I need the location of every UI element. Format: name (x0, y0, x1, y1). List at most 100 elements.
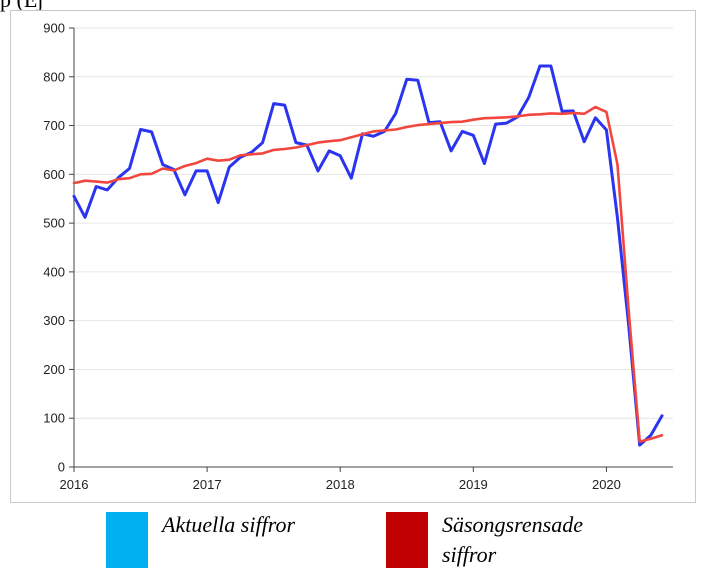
line-chart: 0 100 200 300 400 500 600 700 800 900 2016 2017 2018… (43, 21, 673, 492)
data-point-s0-19 (283, 104, 286, 106)
data-point-s0-17 (261, 141, 264, 144)
tick-label-y-100: 100 (43, 411, 65, 426)
data-point-s1-44 (561, 112, 563, 115)
tick-label-y-200: 200 (43, 362, 65, 377)
data-point-s1-6 (139, 173, 142, 176)
data-point-s1-17 (261, 152, 264, 155)
data-point-s0-6 (139, 128, 142, 131)
tick-label-y-500: 500 (43, 216, 65, 231)
data-point-s0-3 (106, 189, 109, 191)
legend-item-seasonal: Säsongsrensade siffror (386, 508, 686, 568)
data-point-s1-3 (106, 181, 109, 184)
data-point-s0-16 (250, 151, 253, 154)
data-point-s1-51 (638, 440, 641, 443)
data-point-s0-22 (317, 170, 319, 172)
data-point-s1-34 (450, 121, 452, 123)
data-point-s0-45 (572, 110, 575, 112)
data-point-s1-18 (272, 149, 275, 151)
data-point-s0-0 (73, 195, 75, 198)
data-point-s1-43 (550, 112, 552, 115)
data-point-s0-51 (638, 444, 641, 446)
data-point-s1-42 (539, 113, 541, 116)
data-point-s0-34 (450, 150, 452, 152)
data-point-s0-35 (461, 130, 464, 133)
data-point-s1-36 (472, 118, 475, 121)
data-point-s1-31 (416, 124, 419, 126)
tick-label-x-2016: 2016 (60, 477, 89, 492)
tick-label-y-400: 400 (43, 264, 65, 279)
data-point-s0-23 (328, 150, 331, 152)
data-point-s1-53 (661, 434, 663, 437)
tick-label-y-0: 0 (58, 460, 65, 475)
data-point-s0-43 (550, 65, 552, 67)
legend-item-actual: Aktuella siffror (106, 508, 366, 568)
legend: Aktuella siffror Säsongsrensade siffror (0, 508, 705, 568)
data-point-s1-40 (516, 115, 519, 118)
data-point-s1-1 (84, 179, 86, 182)
data-point-s1-10 (184, 165, 186, 167)
series-line-0 (72, 64, 664, 447)
data-point-s1-4 (117, 178, 120, 181)
data-point-s0-12 (206, 170, 209, 172)
tick-label-x-2020: 2020 (592, 477, 621, 492)
data-point-s0-53 (661, 414, 663, 417)
data-point-s1-19 (283, 148, 286, 150)
data-point-s1-41 (527, 113, 530, 116)
data-point-s1-25 (350, 136, 353, 139)
data-point-s0-46 (583, 140, 586, 143)
data-point-s1-21 (306, 144, 308, 147)
data-point-s0-42 (539, 65, 541, 67)
data-point-s0-7 (150, 131, 153, 133)
data-point-s0-48 (605, 129, 608, 131)
series-layer (72, 64, 664, 447)
tick-label-x-2017: 2017 (193, 477, 222, 492)
data-point-s1-0 (73, 182, 75, 185)
data-point-s0-14 (228, 166, 231, 168)
data-point-s1-47 (594, 106, 597, 108)
data-point-s0-8 (161, 163, 164, 166)
data-point-s1-5 (128, 177, 131, 180)
data-point-s0-5 (128, 167, 131, 170)
data-point-s1-24 (339, 139, 342, 142)
data-point-s0-52 (649, 434, 652, 437)
data-point-s1-16 (250, 153, 253, 156)
data-point-s1-45 (572, 112, 575, 114)
data-point-s1-12 (206, 157, 209, 160)
data-point-s1-38 (494, 116, 497, 119)
data-point-s0-31 (416, 79, 419, 82)
data-point-s0-18 (272, 102, 275, 105)
data-point-s1-30 (405, 126, 408, 128)
data-point-s1-8 (161, 167, 164, 170)
legend-swatch-seasonal (386, 512, 428, 568)
tick-label-y-900: 900 (43, 21, 65, 36)
data-point-s1-11 (195, 162, 198, 165)
data-point-s0-27 (372, 135, 375, 138)
data-point-s1-2 (95, 180, 98, 183)
data-point-s1-14 (228, 158, 231, 161)
data-point-s0-38 (494, 123, 497, 125)
data-point-s1-35 (461, 120, 464, 123)
tick-label-y-600: 600 (43, 167, 65, 182)
data-point-s0-24 (339, 154, 342, 157)
data-point-s1-33 (439, 122, 441, 124)
data-point-s0-30 (405, 78, 408, 81)
tick-label-x-2019: 2019 (459, 477, 488, 492)
legend-swatch-actual (106, 512, 148, 568)
data-point-s1-46 (583, 112, 586, 115)
data-point-s0-37 (483, 162, 486, 165)
data-point-s1-27 (372, 130, 375, 133)
data-point-s0-29 (394, 112, 397, 115)
data-point-s0-25 (350, 177, 353, 180)
data-point-s1-28 (383, 129, 386, 132)
series-line-1 (72, 105, 664, 443)
header-fragment: p (Ej (0, 0, 705, 13)
data-point-s0-41 (527, 96, 530, 99)
legend-label-seasonal: Säsongsrensade siffror (442, 512, 583, 567)
data-point-s1-9 (172, 169, 175, 172)
data-point-s1-26 (361, 133, 364, 136)
data-point-s0-2 (95, 185, 98, 188)
data-point-s1-50 (627, 310, 630, 312)
data-point-s0-44 (561, 110, 563, 113)
data-point-s0-1 (84, 216, 86, 219)
